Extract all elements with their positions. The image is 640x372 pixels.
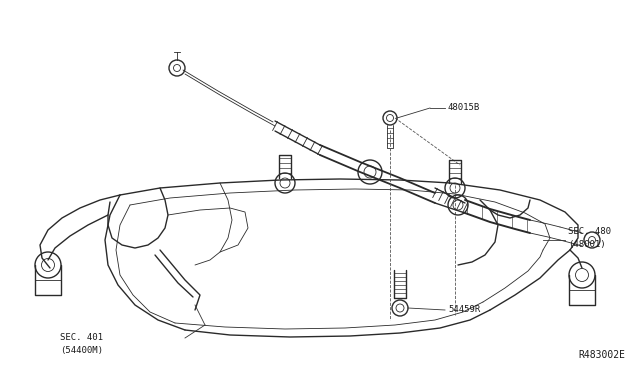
Text: R483002E: R483002E bbox=[578, 350, 625, 360]
Text: 48015B: 48015B bbox=[448, 103, 480, 112]
Text: (54400M): (54400M) bbox=[60, 346, 103, 355]
Text: SEC. 401: SEC. 401 bbox=[60, 334, 103, 343]
Text: (48001): (48001) bbox=[568, 240, 605, 248]
Text: 54459R: 54459R bbox=[448, 305, 480, 314]
Text: SEC. 480: SEC. 480 bbox=[568, 228, 611, 237]
